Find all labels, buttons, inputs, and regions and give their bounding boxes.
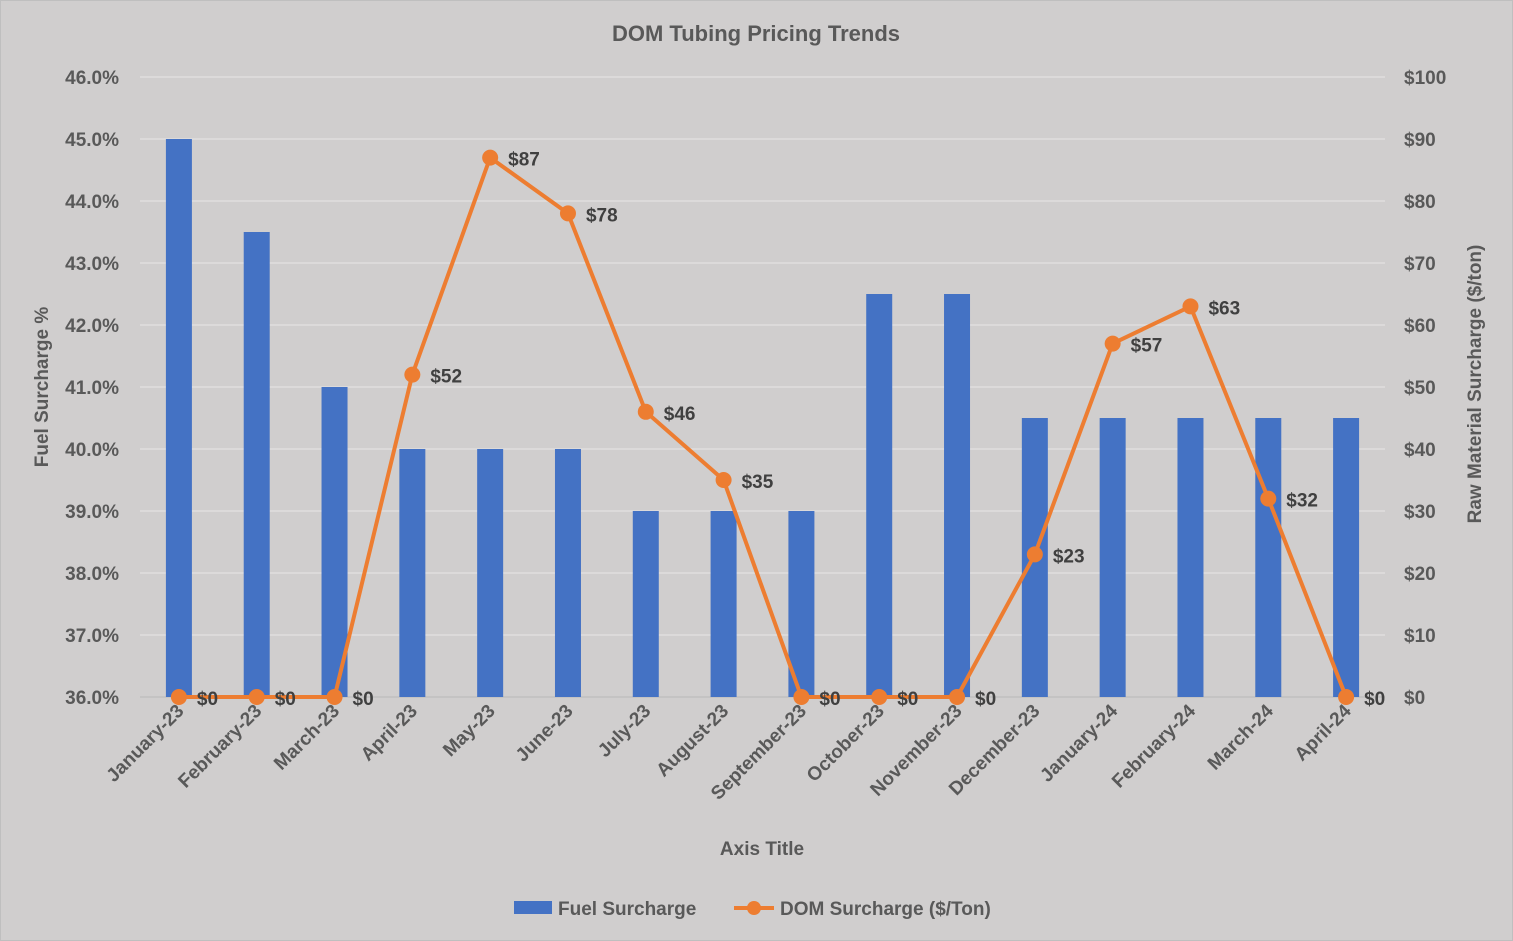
bar-fuel-surcharge [944,294,971,697]
y2-tick-label: $50 [1404,378,1436,399]
bar-fuel-surcharge [710,511,737,697]
point-dom-surcharge [1338,689,1355,705]
point-dom-surcharge [559,205,576,222]
y-tick-label: 39.0% [65,502,119,523]
data-label: $0 [275,689,296,710]
y-tick-label: 41.0% [65,378,119,399]
legend-label-dom-surcharge: DOM Surcharge ($/Ton) [780,899,991,920]
data-label: $57 [1131,336,1163,357]
point-dom-surcharge [1026,546,1043,563]
y2-tick-label: $70 [1404,254,1436,275]
point-dom-surcharge [248,689,265,705]
data-label: $87 [508,150,540,171]
data-label: $52 [430,367,462,388]
y-tick-label: 46.0% [65,68,119,89]
bar-fuel-surcharge [1099,418,1126,697]
bar-fuel-surcharge [477,449,504,697]
y2-tick-label: $40 [1404,440,1436,461]
bar-fuel-surcharge [788,511,815,697]
legend-swatch-fuel-surcharge [514,901,552,914]
y-axis-title: Fuel Surcharge % [32,307,53,468]
bar-fuel-surcharge [1177,418,1204,697]
bar-fuel-surcharge [1255,418,1282,697]
legend: Fuel Surcharge DOM Surcharge ($/Ton) [514,899,991,920]
data-label: $0 [975,689,996,710]
point-dom-surcharge [170,689,187,705]
y-tick-label: 37.0% [65,626,119,647]
data-label: $0 [897,689,918,710]
data-label: $23 [1053,546,1085,567]
point-dom-surcharge [793,689,810,705]
y-tick-label: 45.0% [65,130,119,151]
bar-fuel-surcharge [165,139,192,697]
bar-fuel-surcharge [1333,418,1360,697]
bar-fuel-surcharge [554,449,581,697]
data-label: $0 [1364,689,1385,710]
y2-tick-label: $0 [1404,688,1425,709]
chart-title: DOM Tubing Pricing Trends [612,21,900,46]
y2-tick-label: $20 [1404,564,1436,585]
point-dom-surcharge [1260,490,1277,507]
data-label: $0 [819,689,840,710]
y2-axis-title: Raw Material Surcharge ($/ton) [1465,245,1486,524]
point-dom-surcharge [404,366,421,383]
legend-label-fuel-surcharge: Fuel Surcharge [558,899,696,920]
y-tick-label: 44.0% [65,192,119,213]
data-label: $0 [353,689,374,710]
y-tick-label: 43.0% [65,254,119,275]
y-tick-label: 36.0% [65,688,119,709]
y2-tick-label: $60 [1404,316,1436,337]
point-dom-surcharge [871,689,888,705]
bar-fuel-surcharge [243,232,270,697]
data-label: $32 [1286,491,1318,512]
data-label: $35 [742,472,774,493]
y-tick-label: 38.0% [65,564,119,585]
y2-tick-label: $80 [1404,192,1436,213]
y2-tick-label: $90 [1404,130,1436,151]
y-tick-label: 40.0% [65,440,119,461]
line-dom-surcharge [178,155,1348,699]
data-label: $63 [1208,298,1240,319]
y-tick-label: 42.0% [65,316,119,337]
point-dom-surcharge [326,689,343,705]
y2-tick-label: $100 [1404,68,1446,89]
y2-tick-label: $10 [1404,626,1436,647]
point-dom-surcharge [1182,298,1199,315]
y2-tick-label: $30 [1404,502,1436,523]
legend-swatch-marker [747,901,761,915]
data-label: $46 [664,404,696,425]
bar-fuel-surcharge [632,511,659,697]
bar-fuel-surcharge [399,449,426,697]
point-dom-surcharge [1104,335,1121,352]
x-axis-title: Axis Title [720,839,804,860]
data-label: $0 [197,689,218,710]
point-dom-surcharge [637,403,654,420]
point-dom-surcharge [482,149,499,166]
bar-fuel-surcharge [321,387,348,697]
data-label: $78 [586,205,618,226]
point-dom-surcharge [715,472,732,488]
point-dom-surcharge [949,689,966,705]
bar-fuel-surcharge [866,294,893,697]
